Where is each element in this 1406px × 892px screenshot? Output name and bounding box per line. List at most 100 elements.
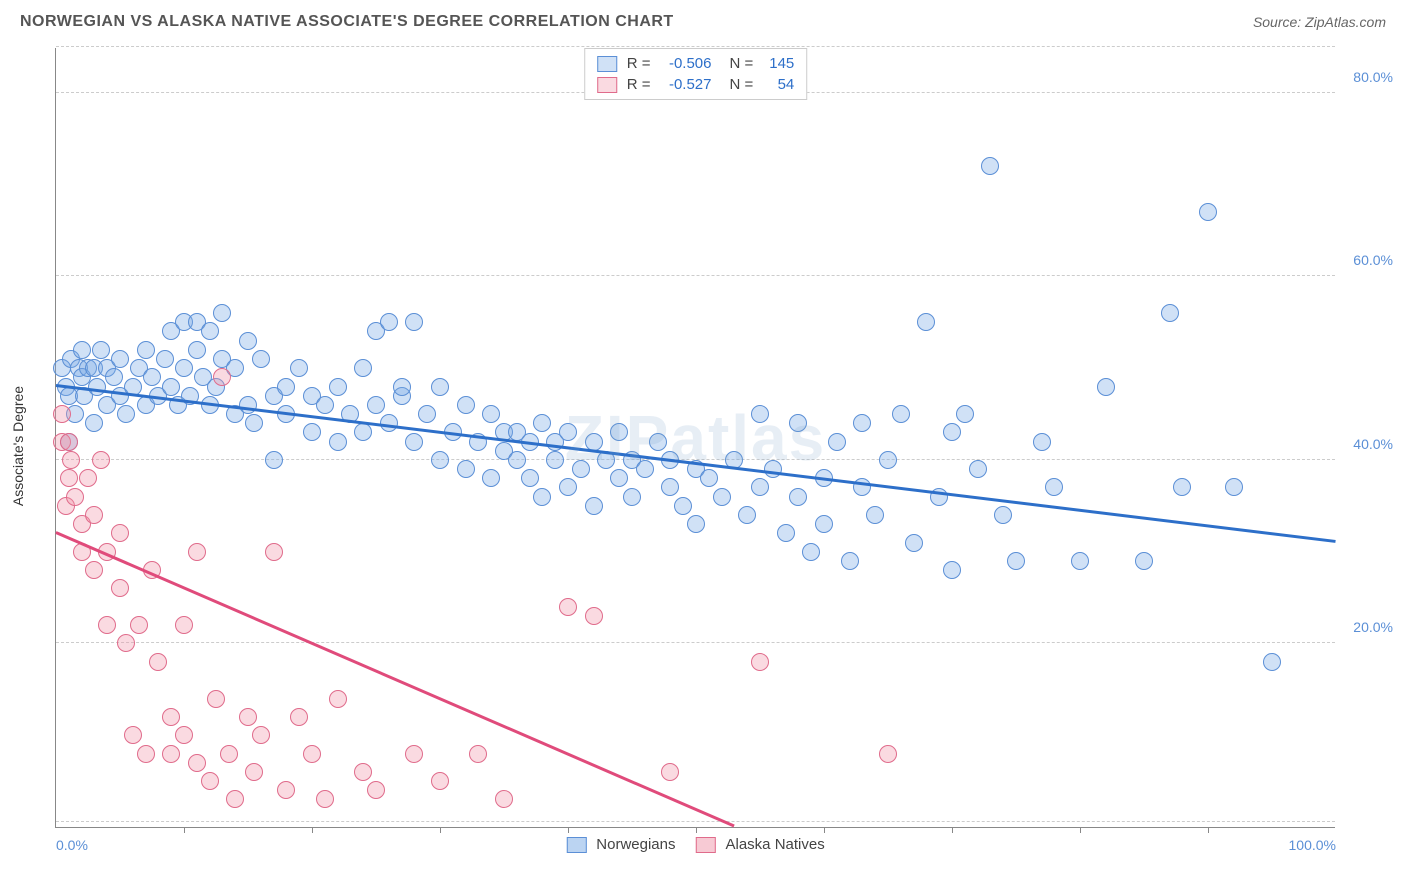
data-point xyxy=(367,781,385,799)
data-point xyxy=(508,451,526,469)
data-point xyxy=(828,433,846,451)
gridline xyxy=(56,46,1335,47)
data-point xyxy=(354,763,372,781)
data-point xyxy=(175,359,193,377)
data-point xyxy=(969,460,987,478)
x-tick-label: 100.0% xyxy=(1289,837,1336,853)
data-point xyxy=(290,708,308,726)
data-point xyxy=(175,726,193,744)
x-tick xyxy=(440,827,441,833)
legend-item: Alaska Natives xyxy=(696,836,825,853)
data-point xyxy=(431,378,449,396)
data-point xyxy=(431,451,449,469)
data-point xyxy=(1161,304,1179,322)
legend-swatch xyxy=(597,77,617,93)
data-point xyxy=(815,515,833,533)
data-point xyxy=(162,708,180,726)
data-point xyxy=(713,488,731,506)
data-point xyxy=(85,414,103,432)
data-point xyxy=(546,451,564,469)
data-point xyxy=(905,534,923,552)
data-point xyxy=(98,616,116,634)
data-point xyxy=(220,745,238,763)
data-point xyxy=(245,763,263,781)
data-point xyxy=(879,451,897,469)
data-point xyxy=(277,781,295,799)
data-point xyxy=(303,423,321,441)
data-point xyxy=(162,378,180,396)
data-point xyxy=(751,478,769,496)
n-value: 145 xyxy=(759,55,794,72)
data-point xyxy=(239,708,257,726)
data-point xyxy=(1033,433,1051,451)
data-point xyxy=(137,341,155,359)
data-point xyxy=(482,405,500,423)
data-point xyxy=(265,451,283,469)
data-point xyxy=(252,350,270,368)
data-point xyxy=(559,598,577,616)
data-point xyxy=(623,488,641,506)
data-point xyxy=(239,332,257,350)
data-point xyxy=(367,396,385,414)
data-point xyxy=(674,497,692,515)
data-point xyxy=(111,524,129,542)
data-point xyxy=(354,359,372,377)
n-value: 54 xyxy=(759,76,794,93)
data-point xyxy=(117,405,135,423)
data-point xyxy=(802,543,820,561)
data-point xyxy=(290,359,308,377)
n-label: N = xyxy=(730,76,754,93)
data-point xyxy=(610,423,628,441)
gridline xyxy=(56,821,1335,822)
data-point xyxy=(649,433,667,451)
data-point xyxy=(130,616,148,634)
data-point xyxy=(457,396,475,414)
data-point xyxy=(188,543,206,561)
data-point xyxy=(1071,552,1089,570)
r-label: R = xyxy=(627,76,651,93)
data-point xyxy=(88,378,106,396)
data-point xyxy=(175,616,193,634)
data-point xyxy=(1263,653,1281,671)
data-point xyxy=(777,524,795,542)
data-point xyxy=(853,414,871,432)
data-point xyxy=(559,478,577,496)
x-tick xyxy=(952,827,953,833)
data-point xyxy=(585,607,603,625)
data-point xyxy=(431,772,449,790)
data-point xyxy=(1135,552,1153,570)
x-tick-label: 0.0% xyxy=(56,837,88,853)
n-label: N = xyxy=(730,55,754,72)
data-point xyxy=(85,506,103,524)
data-point xyxy=(201,772,219,790)
data-point xyxy=(1199,203,1217,221)
data-point xyxy=(201,322,219,340)
data-point xyxy=(917,313,935,331)
data-point xyxy=(239,396,257,414)
data-point xyxy=(789,414,807,432)
data-point xyxy=(245,414,263,432)
data-point xyxy=(700,469,718,487)
data-point xyxy=(521,469,539,487)
data-point xyxy=(60,469,78,487)
data-point xyxy=(188,341,206,359)
data-point xyxy=(457,460,475,478)
x-tick xyxy=(696,827,697,833)
data-point xyxy=(738,506,756,524)
data-point xyxy=(1225,478,1243,496)
data-point xyxy=(329,433,347,451)
data-point xyxy=(482,469,500,487)
data-point xyxy=(380,313,398,331)
data-point xyxy=(329,690,347,708)
legend-label: Norwegians xyxy=(596,836,675,853)
data-point xyxy=(162,745,180,763)
y-tick-label: 60.0% xyxy=(1343,252,1393,268)
data-point xyxy=(841,552,859,570)
x-tick xyxy=(824,827,825,833)
data-point xyxy=(303,745,321,763)
data-point xyxy=(53,405,71,423)
legend-swatch xyxy=(696,837,716,853)
data-point xyxy=(764,460,782,478)
data-point xyxy=(866,506,884,524)
data-point xyxy=(1045,478,1063,496)
